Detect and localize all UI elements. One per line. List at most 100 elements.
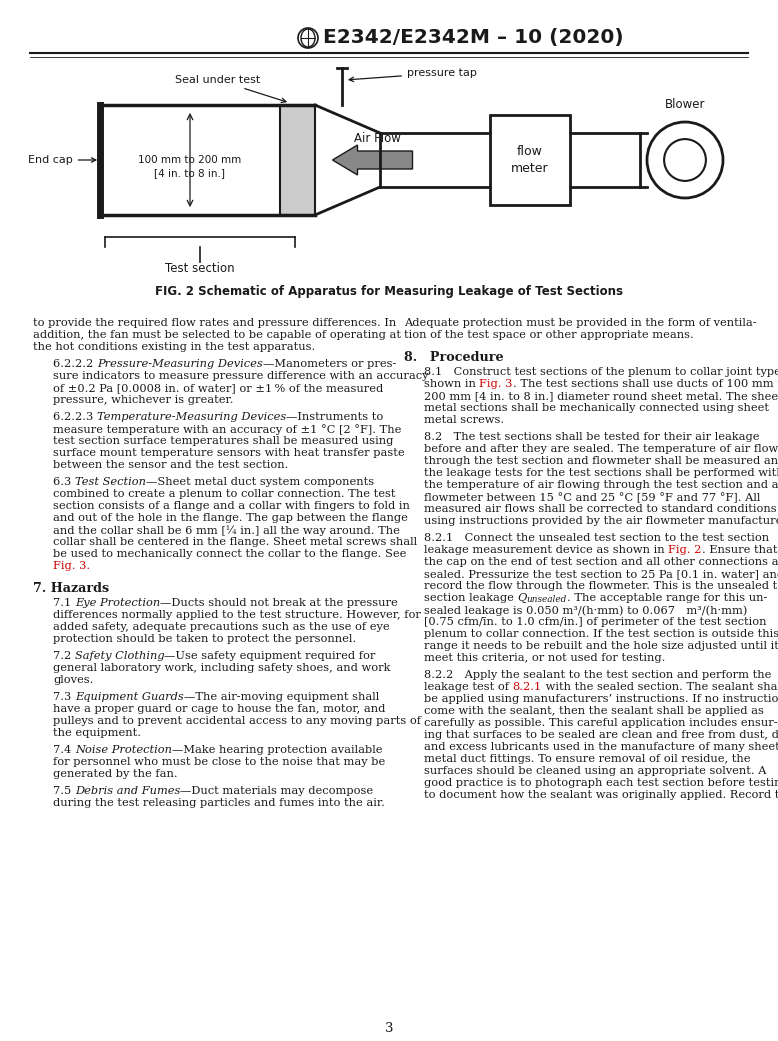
Text: record the flow through the flowmeter. This is the unsealed test: record the flow through the flowmeter. T… — [424, 582, 778, 591]
Text: surface mount temperature sensors with heat transfer paste: surface mount temperature sensors with h… — [53, 448, 405, 458]
Text: measure temperature with an accuracy of ±1 °C [2 °F]. The: measure temperature with an accuracy of … — [53, 424, 401, 435]
Text: to provide the required flow rates and pressure differences. In: to provide the required flow rates and p… — [33, 318, 396, 328]
Text: of ±0.2 Pa [0.0008 in. of water] or ±1 % of the measured: of ±0.2 Pa [0.0008 in. of water] or ±1 %… — [53, 383, 384, 393]
Text: between the sensor and the test section.: between the sensor and the test section. — [53, 460, 289, 469]
Text: 6.3: 6.3 — [53, 477, 75, 487]
Text: metal sections shall be mechanically connected using sheet: metal sections shall be mechanically con… — [424, 404, 769, 413]
Text: 7.1: 7.1 — [53, 599, 75, 608]
Text: and excess lubricants used in the manufacture of many sheet: and excess lubricants used in the manufa… — [424, 742, 778, 753]
Text: 7.2: 7.2 — [53, 652, 75, 661]
Text: during the test releasing particles and fumes into the air.: during the test releasing particles and … — [53, 798, 385, 809]
Text: Fig. 3: Fig. 3 — [479, 379, 513, 389]
Text: good practice is to photograph each test section before testing: good practice is to photograph each test… — [424, 779, 778, 788]
Text: 8.1 Construct test sections of the plenum to collar joint type: 8.1 Construct test sections of the plenu… — [424, 367, 778, 378]
Text: through the test section and flowmeter shall be measured and: through the test section and flowmeter s… — [424, 456, 778, 466]
Text: carefully as possible. This careful application includes ensur-: carefully as possible. This careful appl… — [424, 718, 778, 729]
Text: Safety Clothing: Safety Clothing — [75, 652, 164, 661]
Text: 6.2.2.3: 6.2.2.3 — [53, 412, 97, 422]
Text: . The test sections shall use ducts of 100 mm to: . The test sections shall use ducts of 1… — [513, 379, 778, 389]
Text: E2342/E2342M – 10 (2020): E2342/E2342M – 10 (2020) — [323, 28, 624, 48]
Text: have a proper guard or cage to house the fan, motor, and: have a proper guard or cage to house the… — [53, 705, 385, 714]
Text: combined to create a plenum to collar connection. The test: combined to create a plenum to collar co… — [53, 489, 395, 499]
Text: meet this criteria, or not used for testing.: meet this criteria, or not used for test… — [424, 654, 665, 663]
Bar — [100, 105, 295, 215]
Text: [4 in. to 8 in.]: [4 in. to 8 in.] — [155, 168, 226, 178]
Text: 8.2 The test sections shall be tested for their air leakage: 8.2 The test sections shall be tested fo… — [424, 432, 759, 442]
Text: —Duct materials may decompose: —Duct materials may decompose — [180, 786, 373, 796]
Text: 200 mm [4 in. to 8 in.] diameter round sheet metal. The sheet: 200 mm [4 in. to 8 in.] diameter round s… — [424, 391, 778, 402]
Text: sure indicators to measure pressure difference with an accuracy: sure indicators to measure pressure diff… — [53, 371, 429, 381]
Text: pressure, whichever is greater.: pressure, whichever is greater. — [53, 395, 233, 405]
Text: leakage test of: leakage test of — [424, 683, 513, 692]
Text: flow
meter: flow meter — [511, 145, 548, 175]
Text: —Ducts should not break at the pressure: —Ducts should not break at the pressure — [160, 599, 398, 608]
Text: differences normally applied to the test structure. However, for: differences normally applied to the test… — [53, 610, 421, 620]
Text: measured air flows shall be corrected to standard conditions: measured air flows shall be corrected to… — [424, 505, 776, 514]
Text: Temperature-Measuring Devices: Temperature-Measuring Devices — [97, 412, 286, 422]
Text: gloves.: gloves. — [53, 676, 93, 685]
Text: protection should be taken to protect the personnel.: protection should be taken to protect th… — [53, 634, 356, 644]
Text: End cap: End cap — [28, 155, 96, 166]
Text: Seal under test: Seal under test — [175, 75, 286, 102]
Text: come with the sealant, then the sealant shall be applied as: come with the sealant, then the sealant … — [424, 707, 764, 716]
Text: sealed. Pressurize the test section to 25 Pa [0.1 in. water] and: sealed. Pressurize the test section to 2… — [424, 569, 778, 580]
Text: generated by the fan.: generated by the fan. — [53, 769, 177, 780]
Text: 8.2.2 Apply the sealant to the test section and perform the: 8.2.2 Apply the sealant to the test sect… — [424, 670, 771, 681]
Text: Blower: Blower — [664, 99, 705, 111]
Text: the equipment.: the equipment. — [53, 729, 141, 738]
Text: Adequate protection must be provided in the form of ventila-: Adequate protection must be provided in … — [404, 318, 757, 328]
Bar — [280, 105, 315, 215]
Text: Fig. 2: Fig. 2 — [668, 545, 702, 556]
Text: —Use safety equipment required for: —Use safety equipment required for — [164, 652, 376, 661]
Text: be used to mechanically connect the collar to the flange. See: be used to mechanically connect the coll… — [53, 549, 406, 559]
Text: Test Section: Test Section — [75, 477, 146, 487]
Text: 7.4: 7.4 — [53, 745, 75, 756]
Text: collar shall be centered in the flange. Sheet metal screws shall: collar shall be centered in the flange. … — [53, 537, 417, 547]
Text: Debris and Fumes: Debris and Fumes — [75, 786, 180, 796]
Text: Air Flow: Air Flow — [354, 131, 401, 145]
Text: —Sheet metal duct system components: —Sheet metal duct system components — [145, 477, 374, 487]
Text: 100 mm to 200 mm: 100 mm to 200 mm — [138, 155, 242, 166]
Text: 3: 3 — [385, 1021, 393, 1035]
Text: flowmeter between 15 °C and 25 °C [59 °F and 77 °F]. All: flowmeter between 15 °C and 25 °C [59 °F… — [424, 492, 760, 503]
Text: addition, the fan must be selected to be capable of operating at: addition, the fan must be selected to be… — [33, 330, 401, 340]
Text: the temperature of air flowing through the test section and air: the temperature of air flowing through t… — [424, 480, 778, 490]
Text: 8.2.1: 8.2.1 — [513, 683, 541, 692]
Text: Q: Q — [517, 593, 527, 604]
Text: ing that surfaces to be sealed are clean and free from dust, dirt,: ing that surfaces to be sealed are clean… — [424, 731, 778, 740]
Text: metal duct fittings. To ensure removal of oil residue, the: metal duct fittings. To ensure removal o… — [424, 755, 751, 764]
Text: —The air-moving equipment shall: —The air-moving equipment shall — [184, 692, 379, 703]
Text: sealed leakage is 0.050 m³/(h·mm) to 0.067 m³/(h·mm): sealed leakage is 0.050 m³/(h·mm) to 0.0… — [424, 606, 748, 616]
Text: 7. Hazards: 7. Hazards — [33, 582, 109, 595]
Text: pressure tap: pressure tap — [349, 68, 477, 81]
Text: —Make hearing protection available: —Make hearing protection available — [172, 745, 382, 756]
Text: added safety, adequate precautions such as the use of eye: added safety, adequate precautions such … — [53, 623, 390, 632]
Text: the cap on the end of test section and all other connections are: the cap on the end of test section and a… — [424, 557, 778, 567]
Text: 8. Procedure: 8. Procedure — [404, 351, 503, 364]
Bar — [490, 115, 570, 205]
Text: to document how the sealant was originally applied. Record the: to document how the sealant was original… — [424, 790, 778, 801]
Text: metal screws.: metal screws. — [424, 415, 504, 426]
Text: Pressure-Measuring Devices: Pressure-Measuring Devices — [97, 359, 263, 369]
Text: 7.3: 7.3 — [53, 692, 75, 703]
FancyArrow shape — [332, 145, 412, 175]
Text: tion of the test space or other appropriate means.: tion of the test space or other appropri… — [404, 330, 694, 340]
Text: unsealed: unsealed — [527, 595, 567, 605]
Text: general laboratory work, including safety shoes, and work: general laboratory work, including safet… — [53, 663, 391, 674]
Text: 6.2.2.2: 6.2.2.2 — [53, 359, 97, 369]
Text: and out of the hole in the flange. The gap between the flange: and out of the hole in the flange. The g… — [53, 513, 408, 523]
Text: for personnel who must be close to the noise that may be: for personnel who must be close to the n… — [53, 758, 385, 767]
Text: FIG. 2 Schematic of Apparatus for Measuring Leakage of Test Sections: FIG. 2 Schematic of Apparatus for Measur… — [155, 285, 623, 299]
Text: [0.75 cfm/īn. to 1.0 cfm/in.] of perimeter of the test section: [0.75 cfm/īn. to 1.0 cfm/in.] of perimet… — [424, 617, 766, 628]
Text: be applied using manufacturers’ instructions. If no instructions: be applied using manufacturers’ instruct… — [424, 694, 778, 705]
Text: Fig. 3.: Fig. 3. — [53, 561, 90, 572]
Text: pulleys and to prevent accidental access to any moving parts of: pulleys and to prevent accidental access… — [53, 716, 421, 727]
Text: Noise Protection: Noise Protection — [75, 745, 172, 756]
Text: Eye Protection: Eye Protection — [75, 599, 160, 608]
Text: the hot conditions existing in the test apparatus.: the hot conditions existing in the test … — [33, 342, 315, 352]
Text: range it needs to be rebuilt and the hole size adjusted until it: range it needs to be rebuilt and the hol… — [424, 641, 778, 652]
Text: section consists of a flange and a collar with fingers to fold in: section consists of a flange and a colla… — [53, 501, 410, 511]
Text: leakage measurement device as shown in: leakage measurement device as shown in — [424, 545, 668, 556]
Text: before and after they are sealed. The temperature of air flowing: before and after they are sealed. The te… — [424, 445, 778, 455]
Text: plenum to collar connection. If the test section is outside this: plenum to collar connection. If the test… — [424, 630, 778, 639]
